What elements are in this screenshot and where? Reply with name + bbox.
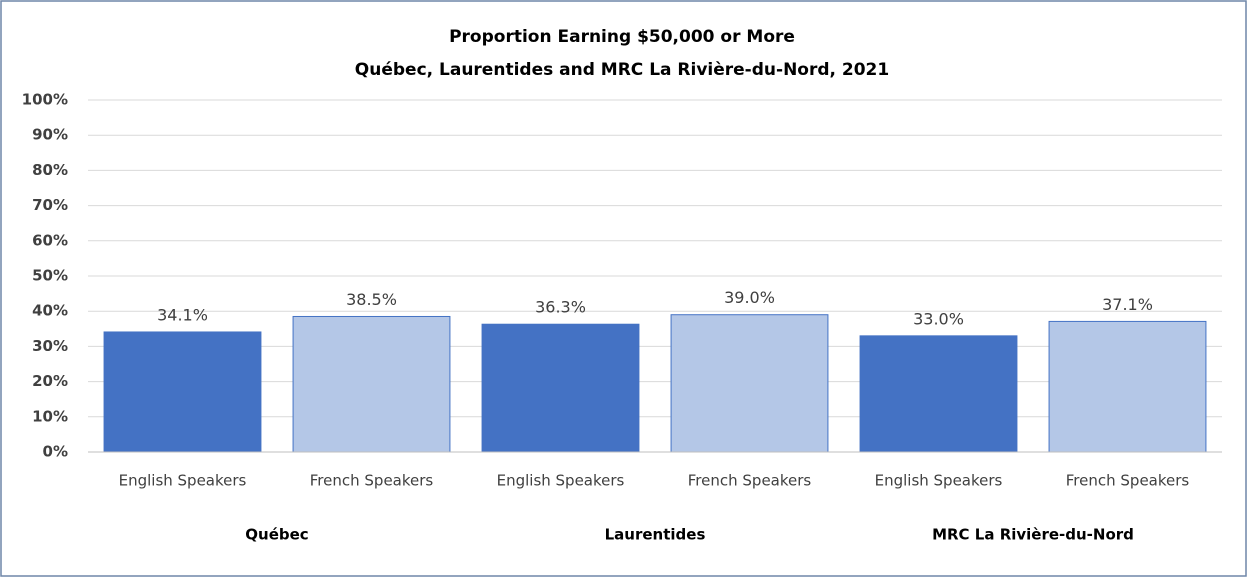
bar	[103, 331, 262, 453]
y-tick-label: 100%	[22, 91, 68, 109]
x-tick-label: French Speakers	[688, 472, 812, 490]
y-tick-label: 70%	[32, 196, 68, 214]
x-tick-label: English Speakers	[119, 472, 247, 490]
y-tick-label: 30%	[32, 337, 68, 355]
value-label: 37.1%	[1102, 295, 1153, 314]
x-tick-label: English Speakers	[497, 472, 625, 490]
bar	[481, 323, 640, 453]
value-label: 36.3%	[535, 298, 586, 317]
y-tick-label: 40%	[32, 302, 68, 320]
x-tick-label: French Speakers	[310, 472, 434, 490]
x-tick-label: French Speakers	[1066, 472, 1190, 490]
group-label: Laurentides	[605, 526, 706, 544]
value-label: 33.0%	[913, 309, 964, 328]
y-tick-label: 80%	[32, 161, 68, 179]
bar	[859, 335, 1018, 453]
y-tick-label: 60%	[32, 231, 68, 249]
group-label: MRC La Rivière-du-Nord	[932, 526, 1134, 544]
y-tick-label: 50%	[32, 267, 68, 285]
y-tick-label: 10%	[32, 407, 68, 425]
bar	[1048, 320, 1207, 453]
bar	[670, 314, 829, 453]
chart-title: Proportion Earning $50,000 or More	[449, 27, 795, 47]
y-tick-label: 20%	[32, 372, 68, 390]
y-tick-label: 90%	[32, 126, 68, 144]
bar	[292, 315, 451, 453]
y-tick-label: 0%	[43, 443, 68, 461]
x-tick-label: English Speakers	[875, 472, 1003, 490]
group-label: Québec	[245, 526, 308, 544]
value-label: 34.1%	[157, 305, 208, 324]
value-label: 38.5%	[346, 290, 397, 309]
value-label: 39.0%	[724, 288, 775, 307]
chart-subtitle: Québec, Laurentides and MRC La Rivière-d…	[355, 60, 889, 80]
